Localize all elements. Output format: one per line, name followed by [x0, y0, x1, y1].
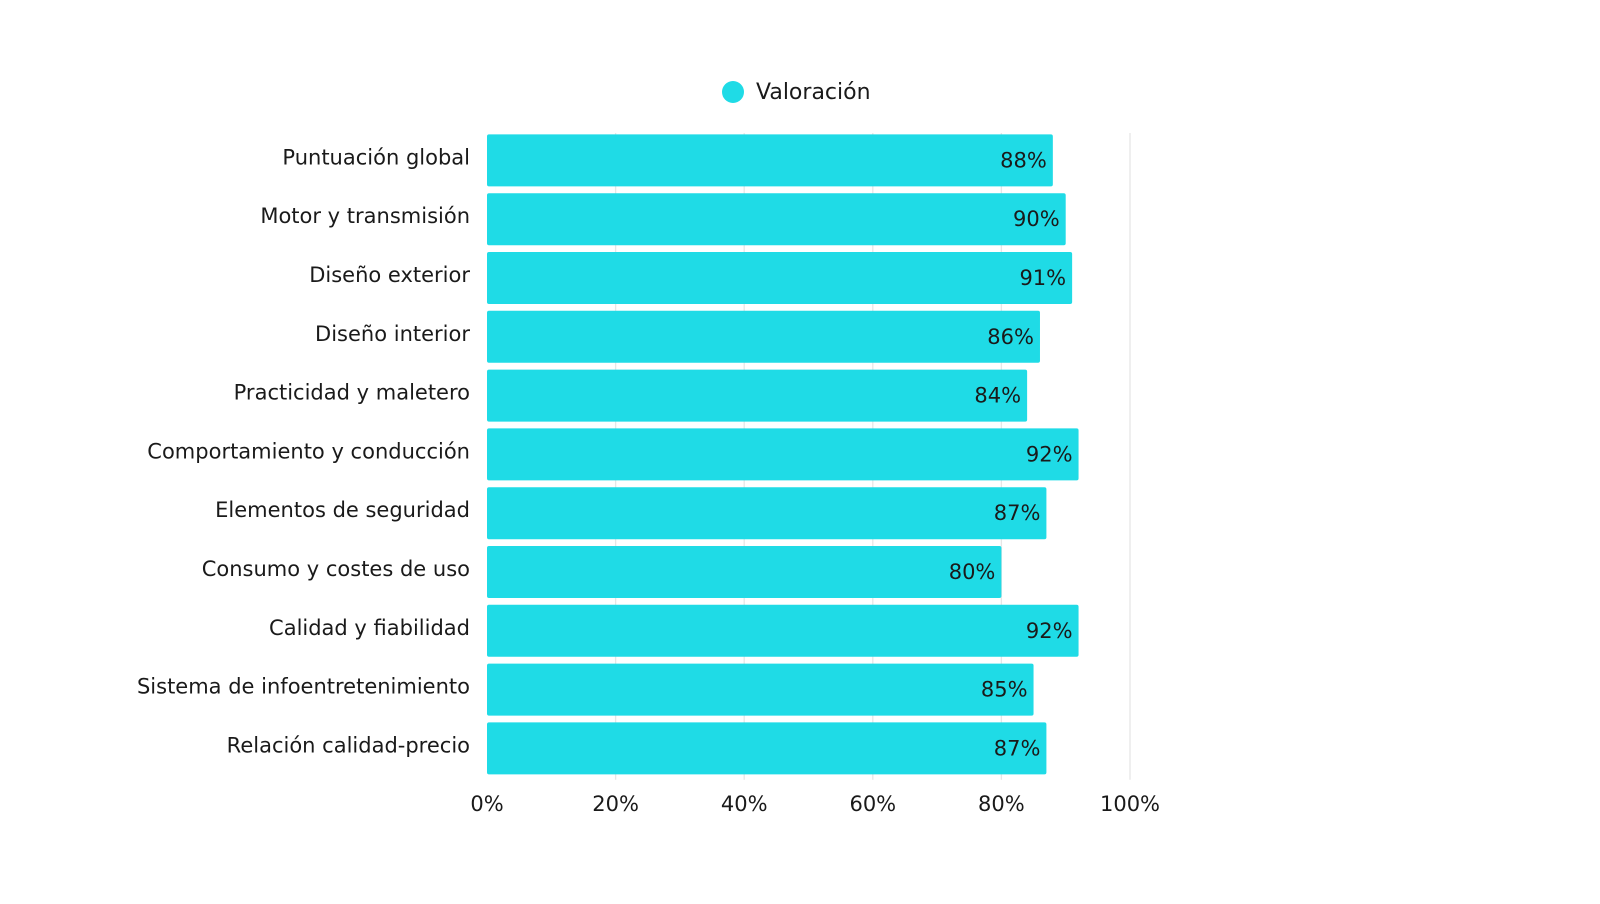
- data-label: 90%: [1013, 207, 1060, 231]
- data-label: 91%: [1019, 266, 1066, 290]
- data-label: 86%: [987, 325, 1034, 349]
- x-tick-label: 60%: [849, 792, 896, 816]
- x-tick-label: 20%: [592, 792, 639, 816]
- bars: [487, 134, 1079, 775]
- bar: [487, 310, 1040, 363]
- category-label: Practicidad y maletero: [234, 381, 470, 405]
- data-label: 87%: [994, 736, 1041, 760]
- data-label: 92%: [1026, 442, 1073, 466]
- data-label: 84%: [974, 384, 1021, 408]
- data-label: 92%: [1026, 619, 1073, 643]
- category-label: Motor y transmisión: [260, 204, 470, 228]
- data-label: 85%: [981, 678, 1028, 702]
- data-label: 80%: [949, 560, 996, 584]
- x-tick-label: 40%: [721, 792, 768, 816]
- category-label: Comportamiento y conducción: [147, 439, 470, 463]
- bar: [487, 663, 1034, 716]
- bar: [487, 134, 1053, 187]
- category-label: Sistema de infoentretenimiento: [137, 675, 470, 699]
- legend-marker: [722, 81, 744, 103]
- bar: [487, 604, 1079, 657]
- x-tick-label: 0%: [470, 792, 503, 816]
- category-label: Relación calidad-precio: [227, 733, 470, 757]
- bar: [487, 428, 1079, 481]
- bar: [487, 193, 1066, 246]
- category-label: Consumo y costes de uso: [202, 557, 470, 581]
- category-label: Elementos de seguridad: [215, 498, 470, 522]
- category-labels: Puntuación global Motor y transmisión Dise…: [137, 145, 470, 757]
- bar: [487, 722, 1047, 775]
- data-labels: 88% 90% 91% 86% 84% 92% 87% 80% 92% 85% 87%: [949, 148, 1073, 760]
- data-label: 88%: [1000, 148, 1047, 172]
- category-label: Diseño exterior: [309, 263, 470, 287]
- bar: [487, 252, 1073, 304]
- x-tick-label: 100%: [1100, 792, 1160, 816]
- category-label: Diseño interior: [315, 322, 470, 346]
- data-label: 87%: [994, 501, 1041, 525]
- bar: [487, 546, 1002, 598]
- category-label: Puntuación global: [282, 145, 470, 169]
- bar: [487, 369, 1028, 422]
- x-axis-ticks: 0% 20% 40% 60% 80% 100%: [470, 792, 1160, 816]
- x-tick-label: 80%: [978, 792, 1025, 816]
- legend: Valoración: [722, 80, 871, 105]
- bar: [487, 487, 1047, 540]
- legend-label: Valoración: [756, 80, 871, 105]
- category-label: Calidad y fiabilidad: [269, 616, 470, 640]
